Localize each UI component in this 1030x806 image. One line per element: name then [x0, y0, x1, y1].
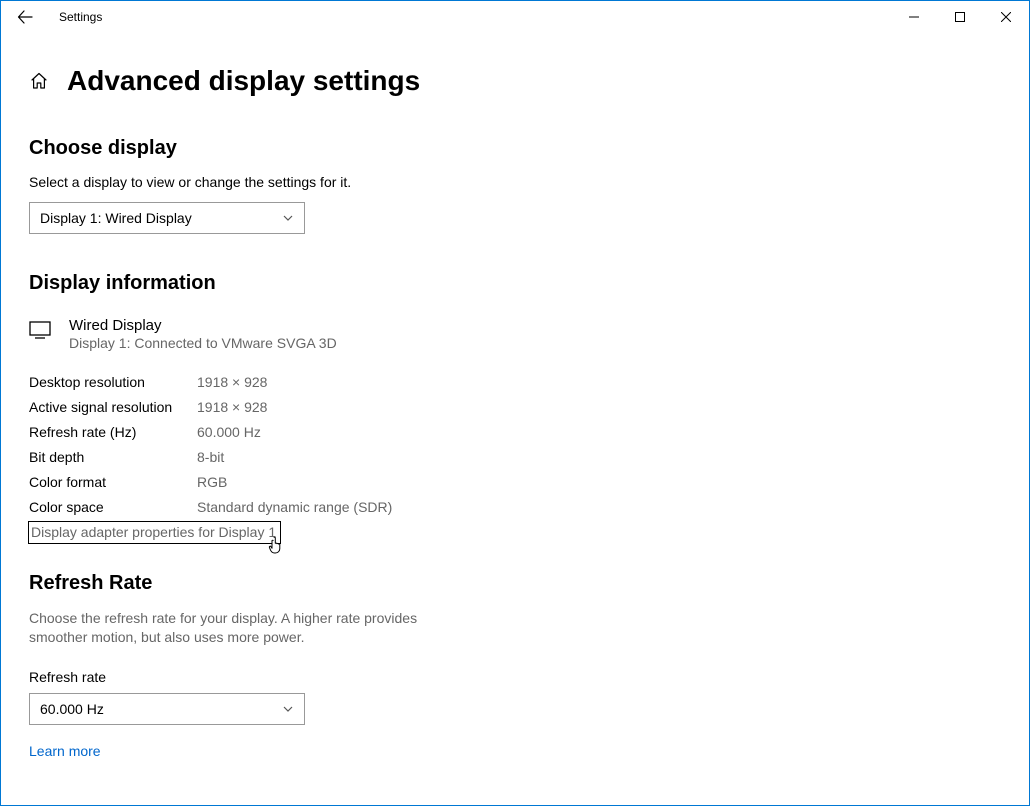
minimize-icon [909, 12, 919, 22]
info-row: Active signal resolution 1918 × 928 [29, 394, 1001, 419]
back-arrow-icon [17, 9, 33, 25]
back-button[interactable] [9, 1, 41, 33]
home-icon[interactable] [29, 71, 49, 91]
learn-more-link[interactable]: Learn more [29, 743, 101, 759]
close-button[interactable] [983, 1, 1029, 33]
adapter-properties-link[interactable]: Display adapter properties for Display 1 [28, 521, 281, 544]
maximize-icon [955, 12, 965, 22]
display-selector-value: Display 1: Wired Display [40, 210, 192, 226]
info-value: 1918 × 928 [197, 399, 267, 415]
app-title: Settings [59, 10, 102, 24]
info-label: Color space [29, 499, 197, 515]
chevron-down-icon [282, 703, 294, 715]
info-label: Active signal resolution [29, 399, 197, 415]
choose-display-heading: Choose display [29, 137, 1001, 160]
display-summary: Wired Display Display 1: Connected to VM… [29, 317, 1001, 351]
info-value: 60.000 Hz [197, 424, 261, 440]
window-controls [891, 1, 1029, 33]
refresh-rate-label: Refresh rate [29, 669, 1001, 685]
display-selector-dropdown[interactable]: Display 1: Wired Display [29, 202, 305, 234]
info-row: Refresh rate (Hz) 60.000 Hz [29, 419, 1001, 444]
content-area: Advanced display settings Choose display… [1, 33, 1029, 761]
refresh-rate-help: Choose the refresh rate for your display… [29, 609, 429, 647]
info-value: 8-bit [197, 449, 224, 465]
display-name: Wired Display [69, 317, 337, 334]
refresh-rate-heading: Refresh Rate [29, 572, 1001, 595]
display-info-table: Desktop resolution 1918 × 928 Active sig… [29, 369, 1001, 519]
minimize-button[interactable] [891, 1, 937, 33]
maximize-button[interactable] [937, 1, 983, 33]
info-value: RGB [197, 474, 227, 490]
info-label: Bit depth [29, 449, 197, 465]
refresh-rate-section: Refresh Rate Choose the refresh rate for… [29, 572, 1001, 761]
monitor-icon [29, 319, 51, 341]
info-label: Color format [29, 474, 197, 490]
close-icon [1001, 12, 1011, 22]
info-value: 1918 × 928 [197, 374, 267, 390]
info-row: Desktop resolution 1918 × 928 [29, 369, 1001, 394]
info-label: Desktop resolution [29, 374, 197, 390]
page-header: Advanced display settings [29, 65, 1001, 97]
chevron-down-icon [282, 212, 294, 224]
refresh-rate-dropdown[interactable]: 60.000 Hz [29, 693, 305, 725]
titlebar: Settings [1, 1, 1029, 33]
info-label: Refresh rate (Hz) [29, 424, 197, 440]
info-row: Color space Standard dynamic range (SDR) [29, 494, 1001, 519]
info-value: Standard dynamic range (SDR) [197, 499, 392, 515]
choose-display-desc: Select a display to view or change the s… [29, 174, 1001, 190]
refresh-rate-value: 60.000 Hz [40, 701, 104, 717]
display-subtitle: Display 1: Connected to VMware SVGA 3D [69, 335, 337, 351]
display-info-heading: Display information [29, 272, 1001, 295]
info-row: Color format RGB [29, 469, 1001, 494]
page-title: Advanced display settings [67, 65, 420, 97]
info-row: Bit depth 8-bit [29, 444, 1001, 469]
